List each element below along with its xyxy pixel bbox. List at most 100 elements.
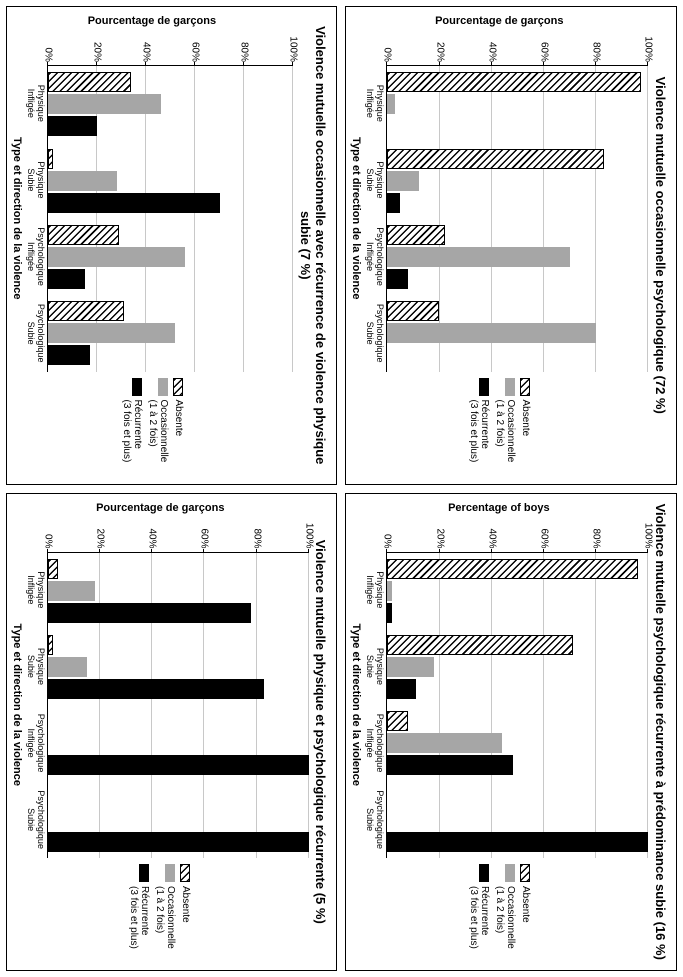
plot-area: 0%20%40%60%80%100%	[47, 552, 309, 859]
bar-group	[387, 705, 648, 781]
bar-group	[48, 295, 294, 371]
bar-recurrente	[48, 679, 265, 699]
bar-absente	[48, 149, 53, 169]
y-tick-label: 40%	[141, 30, 152, 62]
legend-item: Occasionnelle(1 à 2 fois)	[494, 378, 516, 478]
legend-swatch	[173, 378, 183, 396]
legend-label: Récurrente(3 fois et plus)	[121, 400, 143, 463]
y-tick-label: 60%	[199, 517, 210, 549]
bar-group	[387, 142, 648, 218]
y-tick-label: 100%	[303, 517, 314, 549]
y-tick-label: 20%	[434, 30, 445, 62]
bar-occasionnelle	[48, 657, 87, 677]
legend-swatch	[132, 378, 142, 396]
legend-label: Absente	[520, 886, 531, 923]
y-tick-label: 100%	[643, 30, 654, 62]
x-tick-label: PhysiqueInfligée	[25, 552, 45, 629]
plot-area: 0%20%40%60%80%100%	[386, 65, 648, 372]
y-tick-label: 100%	[643, 517, 654, 549]
legend-swatch	[479, 378, 489, 396]
legend-item: Récurrente(3 fois et plus)	[121, 378, 143, 478]
y-axis-label: Percentage of boys	[351, 500, 649, 516]
chart-title: Violence mutuelle occasionnelle avec réc…	[297, 13, 328, 478]
y-tick-label: 60%	[538, 517, 549, 549]
bar-occasionnelle	[48, 581, 95, 601]
x-tick-label: PsychologiqueInfligée	[365, 705, 385, 782]
bar-absente	[387, 711, 408, 731]
bar-absente	[387, 301, 439, 321]
y-tick-label: 60%	[538, 30, 549, 62]
bar-occasionnelle	[48, 94, 161, 114]
chart-title: Violence mutuelle occasionnelle psycholo…	[652, 13, 668, 478]
legend-swatch	[520, 864, 530, 882]
legend-item: Récurrente(3 fois et plus)	[128, 864, 150, 964]
bar-recurrente	[48, 755, 309, 775]
y-tick-label: 20%	[91, 30, 102, 62]
legend-item: Absente	[180, 864, 191, 964]
legend-label: Récurrente(3 fois et plus)	[468, 400, 490, 463]
bar-group	[387, 295, 648, 371]
x-tick-label: PhysiqueInfligée	[365, 65, 385, 142]
legend-label: Récurrente(3 fois et plus)	[468, 886, 490, 949]
y-tick-label: 100%	[288, 30, 299, 62]
x-tick-label: PsychologiqueSubie	[365, 781, 385, 858]
legend-swatch	[505, 378, 515, 396]
bar-group	[48, 705, 309, 781]
x-tick-label: PsychologiqueInfligée	[25, 218, 45, 295]
x-axis-label: Type et direction de la violence	[11, 552, 23, 859]
legend-swatch	[505, 864, 515, 882]
legend-swatch	[165, 864, 175, 882]
y-tick-label: 40%	[486, 517, 497, 549]
plot-area: 0%20%40%60%80%100%	[47, 65, 294, 372]
y-tick-label: 0%	[42, 30, 53, 62]
y-tick-label: 0%	[382, 30, 393, 62]
bar-recurrente	[387, 832, 648, 852]
bar-occasionnelle	[48, 323, 176, 343]
bar-occasionnelle	[48, 171, 117, 191]
chart-panel: Violence mutuelle occasionnelle psycholo…	[346, 6, 678, 485]
legend-item: Occasionnelle(1 à 2 fois)	[494, 864, 516, 964]
bar-group	[48, 219, 294, 295]
bar-absente	[387, 149, 604, 169]
legend-item: Récurrente(3 fois et plus)	[468, 864, 490, 964]
legend-swatch	[139, 864, 149, 882]
bar-recurrente	[387, 193, 400, 213]
y-tick-label: 80%	[591, 30, 602, 62]
legend-item: Absente	[520, 864, 531, 964]
x-axis-label: Type et direction de la violence	[351, 65, 363, 372]
bar-occasionnelle	[387, 581, 392, 601]
y-tick-label: 80%	[251, 517, 262, 549]
plot-area: 0%20%40%60%80%100%	[386, 552, 648, 859]
chart-title: Violence mutuelle physique et psychologi…	[313, 500, 329, 965]
bar-group	[387, 629, 648, 705]
x-tick-label: PhysiqueSubie	[365, 628, 385, 705]
legend-swatch	[479, 864, 489, 882]
chart-title: Violence mutuelle psychologique récurren…	[652, 500, 668, 965]
bar-recurrente	[48, 193, 220, 213]
bar-absente	[48, 72, 131, 92]
legend: Absente Occasionnelle(1 à 2 fois)Récurren…	[351, 858, 649, 964]
legend-item: Absente	[520, 378, 531, 478]
bar-group	[387, 553, 648, 629]
legend-swatch	[520, 378, 530, 396]
y-tick-label: 0%	[42, 517, 53, 549]
bar-occasionnelle	[387, 733, 502, 753]
bar-recurrente	[48, 603, 252, 623]
bar-occasionnelle	[387, 171, 418, 191]
legend-label: Récurrente(3 fois et plus)	[128, 886, 150, 949]
legend: Absente Occasionnelle(1 à 2 fois)Récurren…	[11, 858, 309, 964]
legend-item: Récurrente(3 fois et plus)	[468, 378, 490, 478]
legend: AbsenteOccasionnelle(1 à 2 fois)Récurren…	[11, 372, 293, 478]
legend-label: Occasionnelle(1 à 2 fois)	[154, 886, 176, 949]
y-tick-label: 40%	[147, 517, 158, 549]
x-tick-label: PhysiqueSubie	[25, 142, 45, 219]
bar-occasionnelle	[387, 247, 570, 267]
bar-group	[387, 219, 648, 295]
x-axis-label: Type et direction de la violence	[11, 65, 23, 372]
bar-occasionnelle	[387, 657, 434, 677]
legend-label: Occasionnelle(1 à 2 fois)	[147, 400, 169, 463]
bar-absente	[387, 559, 638, 579]
bar-absente	[387, 635, 572, 655]
bar-absente	[48, 301, 124, 321]
y-tick-label: 20%	[95, 517, 106, 549]
